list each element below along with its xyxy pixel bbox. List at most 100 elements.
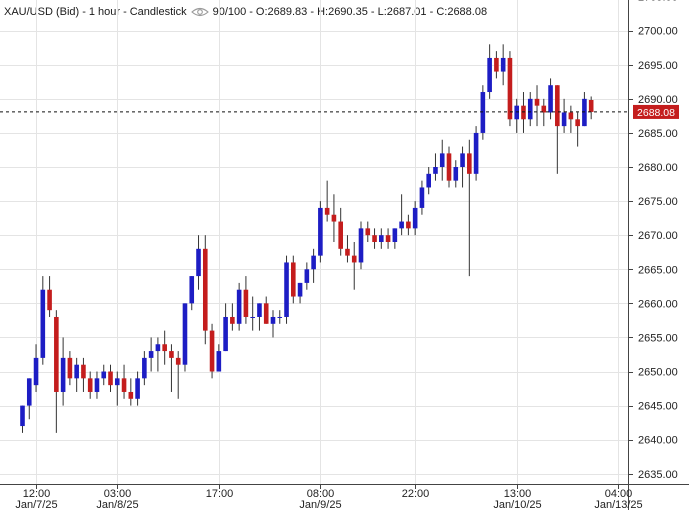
candle-body-up [379, 235, 384, 242]
candle-body-up [527, 98, 533, 120]
candle-body-down [47, 289, 52, 311]
chart-header: XAU/USD (Bid) - 1 hour - Candlestick 90/… [4, 6, 488, 18]
grid [0, 0, 628, 484]
candle-body-up [250, 316, 255, 318]
candle-body-up [94, 378, 100, 392]
candle-body-down [568, 112, 574, 120]
candle-body-up [142, 357, 147, 379]
y-tick-label: 2665.00 [638, 264, 678, 276]
candle-body-up [453, 167, 459, 181]
candle-body-down [588, 100, 594, 112]
candle-body-down [507, 57, 513, 120]
candle-body-down [372, 235, 377, 242]
candle-body-up [561, 112, 567, 127]
x-tick-date-label: Jan/8/25 [96, 499, 138, 510]
candle-body-up [135, 378, 140, 399]
candle-body-down [575, 119, 580, 127]
candle-body-up [426, 173, 431, 188]
x-tick-date-label: Jan/9/25 [299, 499, 341, 510]
y-tick-label: 2680.00 [638, 162, 678, 174]
candle-body-up [318, 207, 323, 256]
candle-body-down [81, 364, 86, 379]
candle-body-down [263, 303, 269, 324]
candle-body-down [87, 378, 93, 392]
x-tick-time-label: 04:00 [605, 488, 633, 500]
current-price-tag [633, 104, 679, 119]
x-tick-time-label: 03:00 [104, 488, 132, 500]
candle-body-up [236, 289, 242, 324]
candle-body-up [74, 364, 79, 379]
candle-body-up [148, 351, 154, 358]
chart-style-label: Candlestick [129, 6, 187, 18]
candle-body-up [358, 228, 364, 263]
candle-body-up [514, 105, 520, 120]
candle-body-up [392, 228, 398, 242]
y-tick-label: 2685.00 [638, 128, 678, 140]
candle-body-down [494, 57, 499, 72]
candle-body-up [257, 303, 262, 317]
candle-body-down [467, 153, 472, 174]
candle-body-up [297, 282, 303, 297]
candle-body-up [270, 316, 276, 324]
y-tick-label: 2690.00 [638, 94, 678, 106]
y-tick-label: 2670.00 [638, 230, 678, 242]
candle-body-down [324, 207, 330, 215]
candle-body-down [406, 221, 411, 229]
y-tick-label: 2705.00 [638, 0, 678, 4]
current-price-label: 2688.08 [637, 107, 675, 119]
candle-body-down [365, 228, 371, 236]
x-tick-date-label: Jan/13/25 [594, 499, 642, 510]
candle-body-up [433, 167, 438, 174]
candle-body-down [67, 357, 73, 379]
candle-body-up [20, 405, 25, 427]
candle-body-down [385, 235, 391, 242]
candle-body-down [555, 85, 560, 127]
candle-body-down [108, 371, 113, 386]
symbol-label: XAU/USD (Bid) [4, 6, 80, 18]
y-tick-label: 2640.00 [638, 435, 678, 447]
candle-body-up [284, 262, 289, 317]
candle-body-up [582, 98, 587, 127]
candle-body-down [345, 248, 350, 256]
candles [20, 44, 594, 433]
candle-body-down [202, 248, 208, 331]
candle-body-down [243, 289, 249, 317]
candle-body-up [419, 187, 425, 208]
y-tick-label: 2635.00 [638, 469, 678, 481]
candle-body-up [439, 153, 445, 168]
y-tick-label: 2695.00 [638, 60, 678, 72]
x-tick-time-label: 22:00 [402, 488, 430, 500]
candle-body-up [182, 303, 188, 365]
candle-body-up [548, 85, 553, 113]
candle-body-down [338, 221, 343, 249]
y-tick-label: 2675.00 [638, 196, 678, 208]
candle-body-up [460, 153, 465, 168]
candle-body-up [399, 221, 404, 229]
candle-body-up [223, 316, 228, 352]
candle-body-down [230, 316, 235, 324]
candle-body-down [169, 351, 174, 358]
candle-body-up [114, 378, 120, 386]
candle-body-up [277, 316, 283, 318]
bar-count-label: 90/100 [212, 6, 247, 18]
candle-body-down [521, 105, 526, 120]
candle-body-down [175, 357, 181, 365]
y-tick-label: 2650.00 [638, 367, 678, 379]
candle-body-down [54, 316, 59, 392]
candle-body-up [500, 57, 506, 72]
candle-body-down [541, 105, 547, 113]
ohlc-readout: O:2689.83 - H:2690.35 - L:2687.01 - C:26… [255, 6, 488, 18]
candle-body-up [26, 378, 32, 406]
candle-body-down [291, 262, 296, 297]
x-tick-time-label: 12:00 [23, 488, 51, 500]
candle-body-up [33, 357, 39, 386]
candle-body-down [128, 391, 134, 399]
candle-body-up [101, 371, 107, 379]
candle-body-down [121, 378, 127, 392]
candle-body-up [60, 357, 66, 392]
eye-icon[interactable] [190, 6, 209, 18]
candle-body-up [487, 57, 492, 93]
